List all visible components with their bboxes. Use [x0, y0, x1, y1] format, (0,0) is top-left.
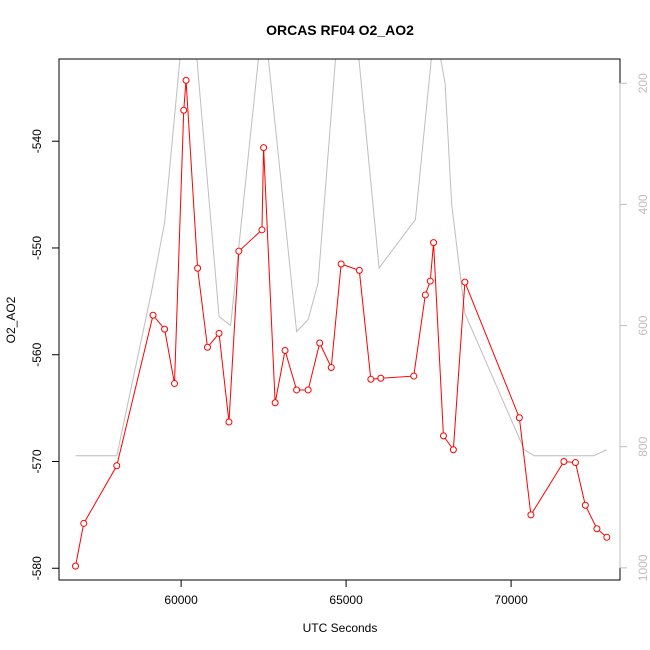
y-tick-label: -570: [30, 449, 44, 473]
plot-area: [72, 59, 611, 570]
x-tick-label: 60000: [164, 593, 198, 607]
data-point: [581, 501, 589, 509]
data-point: [258, 226, 266, 234]
data-point: [215, 329, 223, 337]
chart-title: ORCAS RF04 O2_AO2: [266, 22, 414, 38]
data-point: [225, 418, 233, 426]
data-point: [113, 462, 121, 470]
x-tick-label: 70000: [494, 593, 528, 607]
data-point: [377, 374, 385, 382]
data-point: [304, 386, 312, 394]
data-point: [461, 278, 469, 286]
data-point: [171, 380, 178, 388]
data-point: [355, 266, 363, 274]
y2-tick-label: 400: [636, 194, 650, 214]
data-point: [182, 76, 190, 84]
x-axis-label: UTC Seconds: [303, 621, 378, 635]
y-axis-label: O2_AO2: [4, 296, 18, 343]
data-point: [560, 457, 568, 465]
data-point: [271, 399, 279, 407]
axes: 60000 65000 70000 -540 -550 -560 -570 -580 200 40…: [30, 58, 650, 607]
data-point: [281, 346, 289, 354]
y2-tick-label: 1000: [636, 554, 650, 581]
data-point: [293, 386, 301, 394]
data-point: [430, 239, 438, 247]
data-point: [204, 343, 211, 351]
data-point: [327, 364, 335, 372]
y2-tick-label: 200: [636, 73, 650, 93]
y-tick-label: -550: [30, 236, 44, 260]
data-point: [337, 260, 345, 268]
data-point: [149, 311, 157, 319]
data-point: [571, 459, 579, 467]
y2-tick-label: 600: [636, 315, 650, 335]
data-point: [515, 414, 523, 422]
data-point: [439, 432, 447, 440]
data-point: [527, 511, 535, 519]
y-tick-label: -580: [30, 556, 44, 580]
data-point: [80, 519, 88, 527]
data-point: [410, 372, 418, 380]
secondary-series-line: [75, 59, 608, 457]
data-point: [367, 375, 375, 383]
data-point: [235, 247, 243, 255]
data-point: [316, 339, 324, 347]
y2-tick-label: 800: [636, 436, 650, 456]
y-tick-label: -540: [30, 129, 44, 153]
data-point: [260, 144, 268, 152]
y-tick-label: -560: [30, 342, 44, 366]
data-point: [421, 291, 429, 299]
data-point: [593, 525, 601, 533]
data-point: [449, 446, 457, 454]
data-point: [603, 533, 611, 541]
data-point: [426, 277, 434, 285]
data-point: [194, 264, 202, 272]
x-tick-label: 65000: [329, 593, 363, 607]
data-point: [72, 562, 79, 570]
data-point: [180, 106, 188, 114]
data-point: [161, 325, 169, 333]
